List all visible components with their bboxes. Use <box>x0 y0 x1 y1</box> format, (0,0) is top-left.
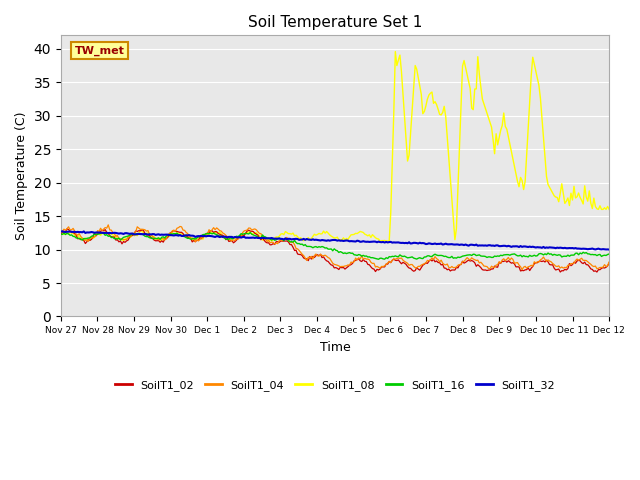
SoilT1_32 <box>605 247 613 252</box>
SoilT1_04 <box>518 267 526 273</box>
SoilT1_32 <box>59 228 67 234</box>
SoilT1_16 <box>578 251 586 257</box>
SoilT1_16 <box>298 241 306 247</box>
SoilT1_02 <box>57 231 65 237</box>
SoilT1_02 <box>605 260 613 265</box>
X-axis label: Time: Time <box>319 341 350 354</box>
Line: SoilT1_32: SoilT1_32 <box>61 231 609 250</box>
SoilT1_08 <box>578 198 586 204</box>
SoilT1_16 <box>220 235 228 241</box>
SoilT1_16 <box>246 230 254 236</box>
Line: SoilT1_08: SoilT1_08 <box>61 51 609 241</box>
SoilT1_02 <box>298 252 306 258</box>
SoilT1_32 <box>250 235 257 240</box>
SoilT1_02 <box>250 228 257 234</box>
SoilT1_08 <box>124 235 132 241</box>
SoilT1_04 <box>298 252 306 257</box>
SoilT1_04 <box>240 228 248 234</box>
SoilT1_32 <box>240 234 248 240</box>
SoilT1_08 <box>248 231 255 237</box>
SoilT1_32 <box>126 231 134 237</box>
SoilT1_02 <box>240 233 248 239</box>
SoilT1_04 <box>222 232 230 238</box>
SoilT1_08 <box>220 234 228 240</box>
SoilT1_32 <box>298 237 306 242</box>
SoilT1_04 <box>126 234 134 240</box>
SoilT1_04 <box>250 227 257 232</box>
SoilT1_16 <box>250 232 257 238</box>
SoilT1_02 <box>126 234 134 240</box>
SoilT1_16 <box>239 231 246 237</box>
SoilT1_02 <box>222 237 230 242</box>
SoilT1_08 <box>392 48 399 54</box>
SoilT1_16 <box>605 251 613 257</box>
SoilT1_08 <box>57 233 65 239</box>
SoilT1_04 <box>57 229 65 235</box>
Title: Soil Temperature Set 1: Soil Temperature Set 1 <box>248 15 422 30</box>
Text: TW_met: TW_met <box>75 46 125 56</box>
SoilT1_02 <box>63 226 71 232</box>
Line: SoilT1_02: SoilT1_02 <box>61 229 609 272</box>
SoilT1_08 <box>376 238 384 244</box>
Y-axis label: Soil Temperature (C): Soil Temperature (C) <box>15 112 28 240</box>
SoilT1_08 <box>239 233 246 239</box>
SoilT1_16 <box>124 233 132 239</box>
SoilT1_16 <box>57 231 65 237</box>
SoilT1_04 <box>578 255 586 261</box>
SoilT1_32 <box>57 229 65 235</box>
SoilT1_02 <box>576 258 584 264</box>
SoilT1_32 <box>222 234 230 240</box>
SoilT1_04 <box>605 259 613 265</box>
SoilT1_04 <box>104 222 112 228</box>
SoilT1_32 <box>576 246 584 252</box>
SoilT1_08 <box>297 235 305 240</box>
Line: SoilT1_04: SoilT1_04 <box>61 225 609 270</box>
SoilT1_08 <box>605 206 613 212</box>
Line: SoilT1_16: SoilT1_16 <box>61 233 609 259</box>
Legend: SoilT1_02, SoilT1_04, SoilT1_08, SoilT1_16, SoilT1_32: SoilT1_02, SoilT1_04, SoilT1_08, SoilT1_… <box>111 375 559 395</box>
SoilT1_16 <box>374 256 382 262</box>
SoilT1_02 <box>593 269 601 275</box>
